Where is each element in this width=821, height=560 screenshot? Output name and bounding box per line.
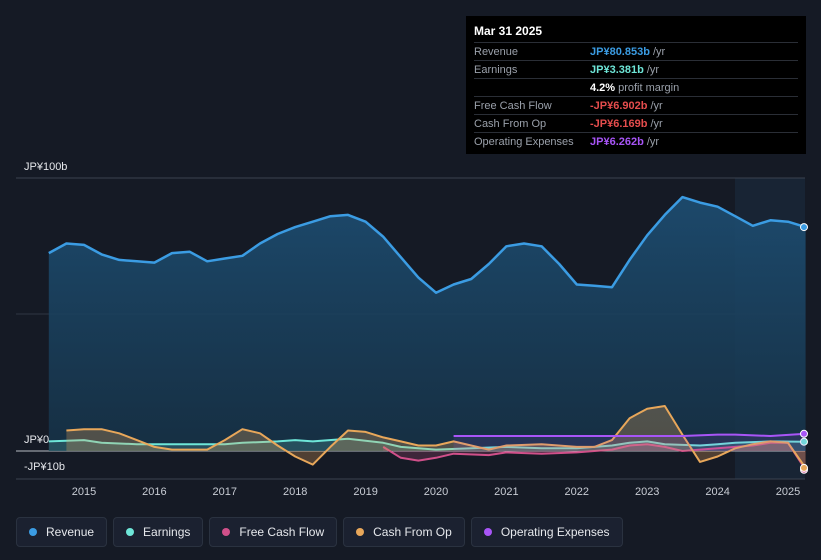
tooltip-value: JP¥80.853b: [590, 45, 650, 58]
legend-item-earnings[interactable]: Earnings: [113, 517, 204, 547]
x-tick-label: 2018: [283, 486, 307, 498]
legend-dot-icon: [356, 528, 365, 536]
legend-item-free-cash-flow[interactable]: Free Cash Flow: [209, 517, 338, 547]
x-tick-label: 2021: [494, 486, 518, 498]
x-tick-label: 2024: [705, 486, 729, 498]
tooltip-unit: /yr: [652, 45, 666, 58]
x-tick-label: 2017: [213, 486, 237, 498]
series-endpoint-operating-expenses: [800, 429, 808, 438]
series-line-revenue: [48, 195, 806, 294]
x-tick-label: 2016: [142, 486, 166, 498]
series-endpoint-cash-from-op: [800, 463, 808, 472]
tooltip-row-revenue: Revenue JP¥80.853b /yr: [474, 42, 798, 60]
tooltip-row-fcf: Free Cash Flow -JP¥6.902b /yr: [474, 96, 798, 114]
y-axis-bottom-label: -JP¥10b: [24, 461, 65, 473]
tooltip-value: JP¥3.381b: [590, 63, 644, 76]
x-tick-label: 2025: [776, 486, 800, 498]
x-tick-label: 2015: [72, 486, 96, 498]
series-layer: [48, 195, 808, 474]
legend-item-cash-from-op[interactable]: Cash From Op: [343, 517, 465, 547]
series-area-free-cash-flow: [383, 442, 806, 470]
tooltip-date: Mar 31 2025: [474, 24, 543, 38]
tooltip-unit: profit margin: [618, 81, 680, 94]
x-tick-label: 2020: [424, 486, 448, 498]
tooltip-unit: /yr: [646, 135, 660, 148]
legend-dot-icon: [29, 528, 37, 536]
series-endpoint-earnings: [800, 437, 808, 446]
series-line-cash-from-op: [66, 405, 807, 469]
tooltip-value: 4.2%: [590, 81, 616, 94]
tooltip-label: Cash From Op: [474, 117, 547, 130]
tooltip-unit: /yr: [650, 99, 663, 112]
tooltip-label: Earnings: [474, 63, 518, 76]
tooltip-label: Operating Expenses: [474, 135, 574, 148]
y-axis-zero-label: JP¥0: [24, 434, 49, 446]
x-tick-label: 2023: [635, 486, 659, 498]
legend-item-revenue[interactable]: Revenue: [16, 517, 108, 547]
legend: Revenue Earnings Free Cash Flow Cash Fro…: [16, 517, 623, 547]
tooltip-row-cfo: Cash From Op -JP¥6.169b /yr: [474, 114, 798, 132]
legend-label: Cash From Op: [373, 525, 452, 539]
tooltip-value: -JP¥6.169b: [590, 117, 648, 130]
tooltip-panel: Mar 31 2025 Revenue JP¥80.853b /yr Earni…: [466, 16, 806, 154]
series-area-operating-expenses: [453, 433, 806, 451]
series-area-revenue: [48, 197, 806, 451]
series-endpoint-revenue: [800, 223, 808, 232]
tooltip-row-margin: 4.2% profit margin: [474, 78, 798, 96]
tooltip-label: Revenue: [474, 45, 519, 58]
tooltip-value: -JP¥6.902b: [590, 99, 648, 112]
legend-label: Operating Expenses: [500, 525, 610, 539]
tooltip-value: JP¥6.262b: [590, 135, 644, 148]
legend-label: Free Cash Flow: [239, 525, 325, 539]
legend-item-operating-expenses[interactable]: Operating Expenses: [470, 517, 623, 547]
tooltip-unit: /yr: [646, 63, 660, 76]
tooltip-label: Free Cash Flow: [474, 99, 552, 112]
tooltip-unit: /yr: [650, 117, 663, 130]
series-line-operating-expenses: [453, 432, 806, 437]
x-axis: 2015 2016 2017 2018 2019 2020 2021 2022 2023 2024…: [72, 486, 800, 498]
tooltip-row-earnings: Earnings JP¥3.381b /yr: [474, 60, 798, 78]
legend-label: Earnings: [143, 525, 191, 539]
x-tick-label: 2019: [353, 486, 377, 498]
tooltip-row-opex: Operating Expenses JP¥6.262b /yr: [474, 132, 798, 150]
x-tick-label: 2022: [565, 486, 589, 498]
legend-dot-icon: [126, 528, 135, 536]
legend-label: Revenue: [46, 525, 95, 539]
y-axis-top-label: JP¥100b: [24, 161, 67, 173]
legend-dot-icon: [483, 528, 492, 536]
legend-dot-icon: [222, 528, 231, 536]
